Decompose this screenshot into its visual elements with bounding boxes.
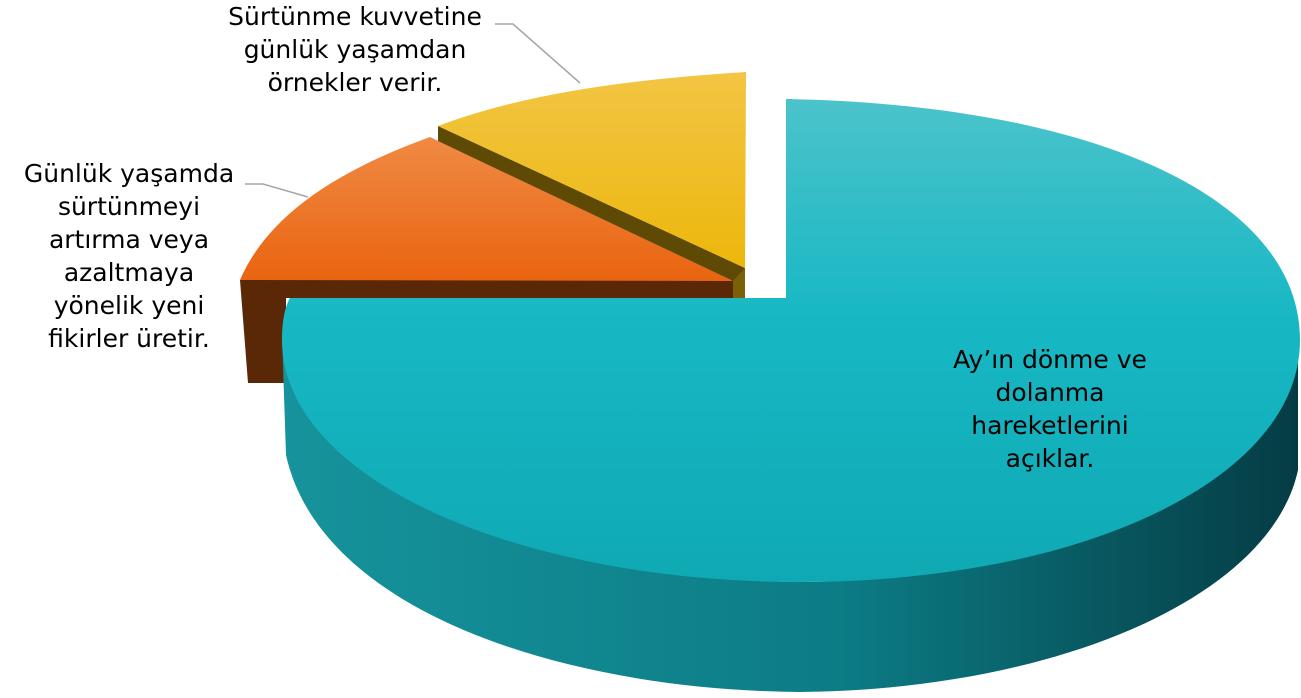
leader-line-orange [245,183,309,198]
yellow-slice-side [438,126,745,298]
yellow-slice-top [438,72,746,268]
teal-slice-side [282,335,1298,692]
pie-slice-ayin-donme [282,99,1300,692]
teal-slice-top [282,99,1300,582]
leader-line-sliver [495,23,581,84]
data-label-surtunme-kuvvetine: Sürtünme kuvvetine günlük yaşamdan örnek… [228,2,482,97]
data-label-ayin-donme: Ay’ın dönme ve dolanma hareketlerini açı… [953,345,1147,473]
yellow-slice-inner-edge [733,268,745,298]
pie-slice-surtunme-kuvvetine [438,72,746,298]
orange-slice-side [240,280,733,383]
leader-lines [245,23,581,198]
data-label-gunluk-yasamda: Günlük yaşamda sürtünmeyi artırma veya a… [23,159,235,353]
pie-slice-gunluk-yasamda [240,137,733,383]
orange-slice-top [240,137,733,281]
